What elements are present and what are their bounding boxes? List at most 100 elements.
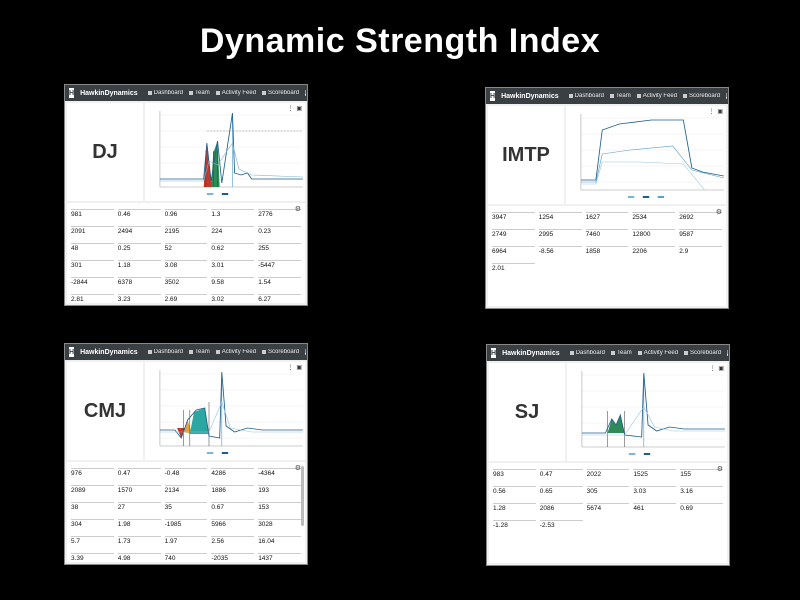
nav-activity-feed[interactable]: Activity Feed [215, 349, 256, 355]
metric-card: 0.67 [211, 499, 255, 514]
gear-icon[interactable]: ⚙ [294, 206, 301, 213]
metric-value: 52 [164, 245, 172, 252]
scoreboard-icon [262, 91, 267, 95]
sj-panel: H HawkinDynamics Dashboard Team Activity… [486, 344, 730, 566]
nav-dashboard[interactable]: Dashboard [147, 349, 183, 355]
metric-value: 2.81 [71, 296, 84, 303]
info-icon[interactable]: i [305, 349, 307, 355]
metric-card: 3502 [164, 274, 208, 289]
metric-label-line [117, 240, 161, 244]
metric-value: 153 [258, 504, 270, 511]
metric-label-line [164, 274, 208, 278]
metric-value: 0.65 [539, 488, 553, 495]
nav-dashboard[interactable]: Dashboard [147, 90, 183, 96]
nav-activity-feed[interactable]: Activity Feed [215, 90, 256, 96]
metric-card: 983 [493, 466, 536, 481]
metric-label-line [117, 465, 161, 469]
metric-card: 461 [633, 500, 677, 515]
nav-scoreboard[interactable]: Scoreboard [262, 349, 299, 355]
metric-value: 224 [211, 228, 223, 235]
more-vert-icon[interactable]: ⋮ [287, 365, 294, 371]
camera-icon[interactable]: ▣ [296, 365, 302, 371]
nav-activity-feed[interactable]: Activity Feed [637, 350, 678, 356]
metric-value: 2086 [539, 505, 555, 512]
nav-team[interactable]: Team [189, 90, 210, 96]
metric-card: 0.56 [493, 483, 536, 498]
force-chart[interactable]: ⋮ ▣ [145, 362, 305, 460]
nav-team[interactable]: Team [610, 93, 631, 99]
more-vert-icon[interactable]: ⋮ [287, 106, 294, 112]
metric-card: 305 [586, 483, 630, 498]
metrics-grid: 976 0.47 -0.48 4286 -4364 2089 1570 2134 1886 193… [71, 465, 301, 562]
force-chart[interactable]: ⋮ ▣ [566, 106, 726, 204]
metric-value: 2776 [258, 211, 273, 218]
metric-label-line [71, 499, 114, 503]
metric-label-line [211, 516, 255, 520]
brand-name: HawkinDynamics [80, 348, 138, 356]
metric-card: 2.01 [492, 260, 535, 275]
metric-value: 1.54 [258, 279, 271, 286]
nav-activity-feed[interactable]: Activity Feed [636, 93, 677, 99]
nav-team[interactable]: Team [611, 350, 632, 356]
camera-icon[interactable]: ▣ [718, 366, 724, 372]
metric-value: 1.97 [164, 538, 178, 545]
activity-icon [636, 94, 641, 98]
metric-card: 193 [258, 482, 301, 497]
metric-value: 0.62 [211, 245, 225, 252]
metric-card: 27 [117, 499, 161, 514]
metric-card: 1886 [211, 482, 255, 497]
dj-panel: H HawkinDynamics Dashboard Team Activity… [64, 84, 308, 306]
metric-card: 2749 [492, 226, 535, 241]
force-chart[interactable]: ⋮ ▣ [567, 363, 727, 461]
camera-icon[interactable]: ▣ [296, 106, 302, 112]
metric-label-line [71, 291, 114, 295]
metric-label-line [71, 274, 114, 278]
metric-label-line [679, 226, 722, 230]
metric-card: 2534 [632, 209, 676, 224]
gear-icon[interactable]: ⚙ [716, 466, 723, 473]
metric-card: 1.73 [117, 533, 161, 548]
metric-label-line [71, 465, 114, 469]
metric-label-line [493, 483, 536, 487]
info-icon[interactable]: i [727, 350, 729, 356]
nav-dashboard[interactable]: Dashboard [568, 93, 604, 99]
metric-label-line [585, 243, 629, 247]
more-vert-icon[interactable]: ⋮ [709, 366, 716, 372]
nav-team[interactable]: Team [189, 349, 210, 355]
brand-name: HawkinDynamics [80, 89, 138, 97]
metric-label-line [492, 260, 535, 264]
nav-scoreboard[interactable]: Scoreboard [262, 90, 299, 96]
metric-value: 2.69 [164, 296, 178, 303]
info-icon[interactable]: i [305, 90, 307, 96]
camera-icon[interactable]: ▣ [717, 109, 723, 115]
metric-value: 2749 [492, 231, 507, 238]
metrics-panel: ⚙ 981 0.46 0.96 1.3 2776 2091 2494 2195 224 0.23 4… [67, 203, 305, 303]
metric-card: 976 [71, 465, 114, 480]
metric-value: -8.56 [538, 248, 554, 255]
metric-card: 0.65 [539, 483, 583, 498]
gear-icon[interactable]: ⚙ [294, 465, 301, 472]
metric-label-line [539, 517, 583, 521]
metric-label-line [258, 516, 301, 520]
force-chart[interactable]: ⋮ ▣ [145, 103, 305, 201]
team-icon [610, 94, 615, 98]
nav-scoreboard[interactable]: Scoreboard [683, 93, 720, 99]
force-trace [159, 112, 303, 184]
metric-value: 1627 [585, 214, 601, 221]
activity-icon [215, 91, 220, 95]
metric-label-line [258, 533, 301, 537]
metric-value: 3.39 [71, 555, 84, 562]
metrics-scrollbar[interactable] [301, 466, 304, 526]
metric-card: 153 [258, 499, 301, 514]
nav-dashboard[interactable]: Dashboard [569, 350, 605, 356]
metric-card: 740 [164, 550, 208, 562]
force-chart-svg [580, 114, 724, 198]
more-vert-icon[interactable]: ⋮ [708, 109, 715, 115]
nav-scoreboard[interactable]: Scoreboard [684, 350, 721, 356]
metric-card: 2776 [258, 206, 301, 221]
info-icon[interactable]: i [726, 93, 728, 99]
gear-icon[interactable]: ⚙ [715, 209, 722, 216]
test-label: SJ [489, 363, 565, 461]
metric-card: 2206 [632, 243, 676, 258]
metric-label-line [164, 516, 208, 520]
